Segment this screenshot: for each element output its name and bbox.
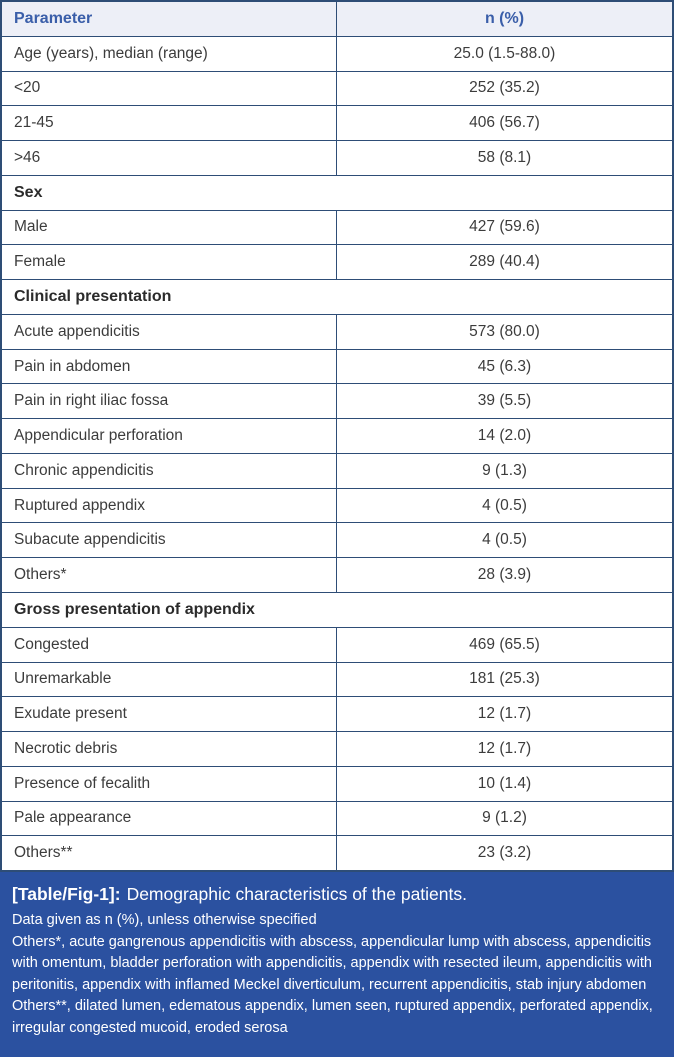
value-cell: 406 (56.7) xyxy=(469,114,540,132)
value-cell: 10 (1.4) xyxy=(477,774,532,792)
table-row: Age (years), median (range) 25.0 (1.5-88.… xyxy=(2,36,672,72)
parameter-cell: Others* xyxy=(2,558,337,593)
value-cell: 12 (1.7) xyxy=(477,739,532,757)
table-row: Others* 28 (3.9) xyxy=(2,558,672,594)
table-row: <20 252 (35.2) xyxy=(2,71,672,107)
table-row: Presence of fecalith 10 (1.4) xyxy=(2,766,672,802)
value-cell: 25.0 (1.5-88.0) xyxy=(453,44,556,62)
parameter-cell: Subacute appendicitis xyxy=(2,523,337,558)
parameter-cell: Pale appearance xyxy=(2,801,337,836)
table-row: Subacute appendicitis 4 (0.5) xyxy=(2,523,672,559)
caption-note: Others**, dilated lumen, edematous appen… xyxy=(12,998,653,1036)
caption-note: Others*, acute gangrenous appendicitis w… xyxy=(12,933,652,993)
section-label: Sex xyxy=(14,183,43,201)
caption-tag: [Table/Fig-1]: xyxy=(12,884,121,904)
value-cell: 28 (3.9) xyxy=(477,566,532,584)
value-cell: 58 (8.1) xyxy=(477,148,532,166)
caption-title-text: Demographic characteristics of the patie… xyxy=(126,884,468,904)
table-row: Exudate present 12 (1.7) xyxy=(2,697,672,733)
parameter-cell: Age (years), median (range) xyxy=(2,36,337,71)
table-row: Unremarkable 181 (25.3) xyxy=(2,662,672,698)
parameter-cell: Unremarkable xyxy=(2,662,337,697)
value-cell: 181 (25.3) xyxy=(469,670,540,688)
table-row: Chronic appendicitis 9 (1.3) xyxy=(2,453,672,489)
parameter-cell: Others** xyxy=(2,836,337,871)
parameter-cell: Chronic appendicitis xyxy=(2,453,337,488)
table-caption: [Table/Fig-1]: Demographic characteristic… xyxy=(0,872,674,1057)
value-cell: 39 (5.5) xyxy=(477,392,532,410)
parameter-cell: Pain in abdomen xyxy=(2,349,337,384)
value-cell: 573 (80.0) xyxy=(469,322,540,340)
value-cell: 9 (1.3) xyxy=(482,461,527,479)
caption-title: [Table/Fig-1]: Demographic characteristic… xyxy=(12,881,662,907)
parameter-cell: >46 xyxy=(2,141,337,175)
parameter-cell: Exudate present xyxy=(2,697,337,732)
value-cell: 9 (1.2) xyxy=(482,809,527,827)
value-cell: 4 (0.5) xyxy=(482,531,527,549)
demographics-table: Parameter n (%) Age (years), median (ran… xyxy=(0,0,674,872)
table-row: Others** 23 (3.2) xyxy=(2,836,672,871)
value-cell: 14 (2.0) xyxy=(477,427,532,445)
value-cell: 12 (1.7) xyxy=(477,705,532,723)
value-cell: 45 (6.3) xyxy=(477,357,532,375)
table-row: Congested 469 (65.5) xyxy=(2,627,672,663)
table-row: Pale appearance 9 (1.2) xyxy=(2,801,672,837)
caption-note: Data given as n (%), unless otherwise sp… xyxy=(12,912,317,928)
column-header-parameter: Parameter xyxy=(2,2,337,36)
table-row: >46 58 (8.1) xyxy=(2,141,672,176)
value-cell: 289 (40.4) xyxy=(469,253,540,271)
table-row: Pain in abdomen 45 (6.3) xyxy=(2,349,672,385)
table-row: Male 427 (59.6) xyxy=(2,210,672,246)
parameter-cell: Ruptured appendix xyxy=(2,488,337,523)
value-cell: 469 (65.5) xyxy=(469,635,540,653)
parameter-cell: Pain in right iliac fossa xyxy=(2,384,337,419)
value-cell: 427 (59.6) xyxy=(469,218,540,236)
section-row: Sex xyxy=(2,176,672,211)
section-row: Gross presentation of appendix xyxy=(2,593,672,628)
value-cell: 23 (3.2) xyxy=(477,844,532,862)
parameter-cell: Congested xyxy=(2,627,337,662)
table-row: Female 289 (40.4) xyxy=(2,245,672,281)
parameter-cell: <20 xyxy=(2,71,337,106)
parameter-cell: Necrotic debris xyxy=(2,732,337,766)
parameter-cell: Male xyxy=(2,210,337,245)
parameter-cell: 21-45 xyxy=(2,106,337,141)
parameter-cell: Female xyxy=(2,245,337,280)
section-label: Clinical presentation xyxy=(14,288,172,305)
value-cell: 4 (0.5) xyxy=(482,496,527,514)
table-row: Necrotic debris 12 (1.7) xyxy=(2,732,672,767)
table-header-row: Parameter n (%) xyxy=(2,2,672,37)
parameter-cell: Presence of fecalith xyxy=(2,766,337,801)
value-cell: 252 (35.2) xyxy=(469,79,540,97)
section-row: Clinical presentation xyxy=(2,280,672,315)
table-row: Pain in right iliac fossa 39 (5.5) xyxy=(2,384,672,420)
table-row: Ruptured appendix 4 (0.5) xyxy=(2,488,672,524)
parameter-cell: Acute appendicitis xyxy=(2,314,337,349)
table-row: Appendicular perforation 14 (2.0) xyxy=(2,419,672,454)
column-header-n-percent: n (%) xyxy=(484,9,525,27)
parameter-cell: Appendicular perforation xyxy=(2,419,337,453)
table-row: Acute appendicitis 573 (80.0) xyxy=(2,314,672,350)
table-row: 21-45 406 (56.7) xyxy=(2,106,672,142)
section-label: Gross presentation of appendix xyxy=(14,600,255,618)
